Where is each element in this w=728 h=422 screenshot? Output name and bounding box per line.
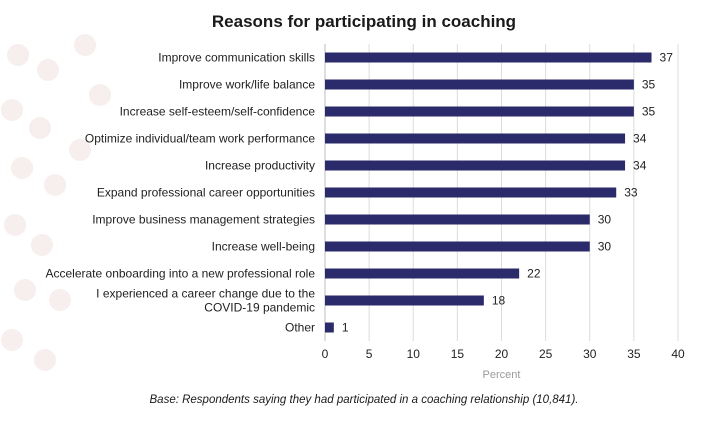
value-label: 33 [624,186,638,200]
bar [325,214,590,225]
bar [325,187,617,198]
category-label: Increase productivity [205,159,315,173]
bar [325,133,626,144]
value-label: 35 [642,105,656,119]
x-tick-label: 5 [366,347,373,361]
chart-title: Reasons for participating in coaching [211,12,517,31]
x-tick-label: 40 [671,347,685,361]
value-label: 1 [342,321,349,335]
x-tick-label: 15 [451,347,465,361]
value-label: 37 [660,51,674,65]
bar [325,52,652,63]
value-label: 35 [642,78,656,92]
category-label: Improve business management strategies [92,213,315,227]
base-footnote: Base: Respondents saying they had partic… [149,394,579,406]
x-tick-label: 35 [627,347,641,361]
category-label: Improve work/life balance [179,78,315,92]
category-label: Expand professional career opportunities [97,186,315,200]
value-label: 22 [527,267,541,281]
bar [325,79,634,90]
category-label: Optimize individual/team work performanc… [85,132,315,146]
category-label: Accelerate onboarding into a new profess… [45,267,315,281]
bar [325,322,334,333]
category-label: Increase self-esteem/self-confidence [120,105,316,119]
x-tick-label: 30 [583,347,597,361]
x-tick-label: 10 [407,347,421,361]
x-tick-label: 20 [495,347,509,361]
value-label: 34 [633,159,647,173]
category-label: I experienced a career change due to the… [96,287,315,315]
value-label: 34 [633,132,647,146]
value-label: 30 [598,240,612,254]
x-axis-title: Percent [483,369,521,381]
value-label: 18 [492,294,506,308]
x-tick-label: 0 [322,347,329,361]
category-label: Increase well-being [212,240,315,254]
bar [325,268,520,279]
value-label: 30 [598,213,612,227]
bar [325,106,634,117]
category-label: Other [285,321,315,335]
category-label: Improve communication skills [158,51,315,65]
bar [325,295,484,306]
bar [325,241,590,252]
bar [325,160,626,171]
x-tick-label: 25 [539,347,553,361]
